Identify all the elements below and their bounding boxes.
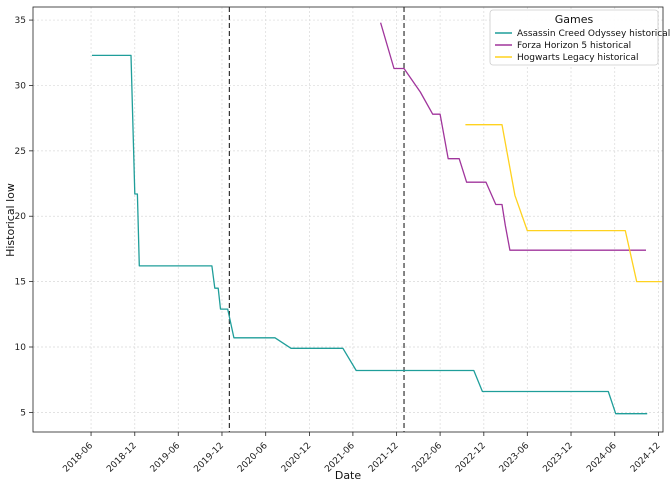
y-tick-label: 10: [15, 343, 27, 353]
series-line-3: [465, 124, 662, 283]
y-tick-label: 30: [15, 81, 27, 91]
y-tick-label: 25: [15, 147, 26, 157]
series-lines: [92, 22, 662, 415]
series-line-2: [379, 22, 646, 251]
reference-lines: [228, 7, 405, 432]
legend-entry: Assassin Creed Odyssey historical: [517, 29, 670, 39]
y-tick-label: 35: [15, 16, 26, 26]
legend: Games Assassin Creed Odyssey historical F…: [489, 9, 670, 66]
plot-frame: [32, 6, 664, 433]
y-tick-label: 20: [15, 212, 27, 222]
x-axis-label: Date: [335, 469, 362, 482]
y-tick-label: 15: [15, 278, 26, 288]
y-tick-label: 5: [20, 408, 26, 418]
y-axis-ticks: 5 10 15 20 25 30 35: [15, 16, 33, 418]
legend-entry: Hogwarts Legacy historical: [517, 53, 639, 63]
legend-box: [489, 9, 659, 66]
y-axis-label: Historical low: [4, 183, 17, 257]
series-line-1: [92, 54, 648, 415]
legend-title: Games: [555, 13, 594, 26]
legend-entry: Forza Horizon 5 historical: [517, 41, 631, 51]
